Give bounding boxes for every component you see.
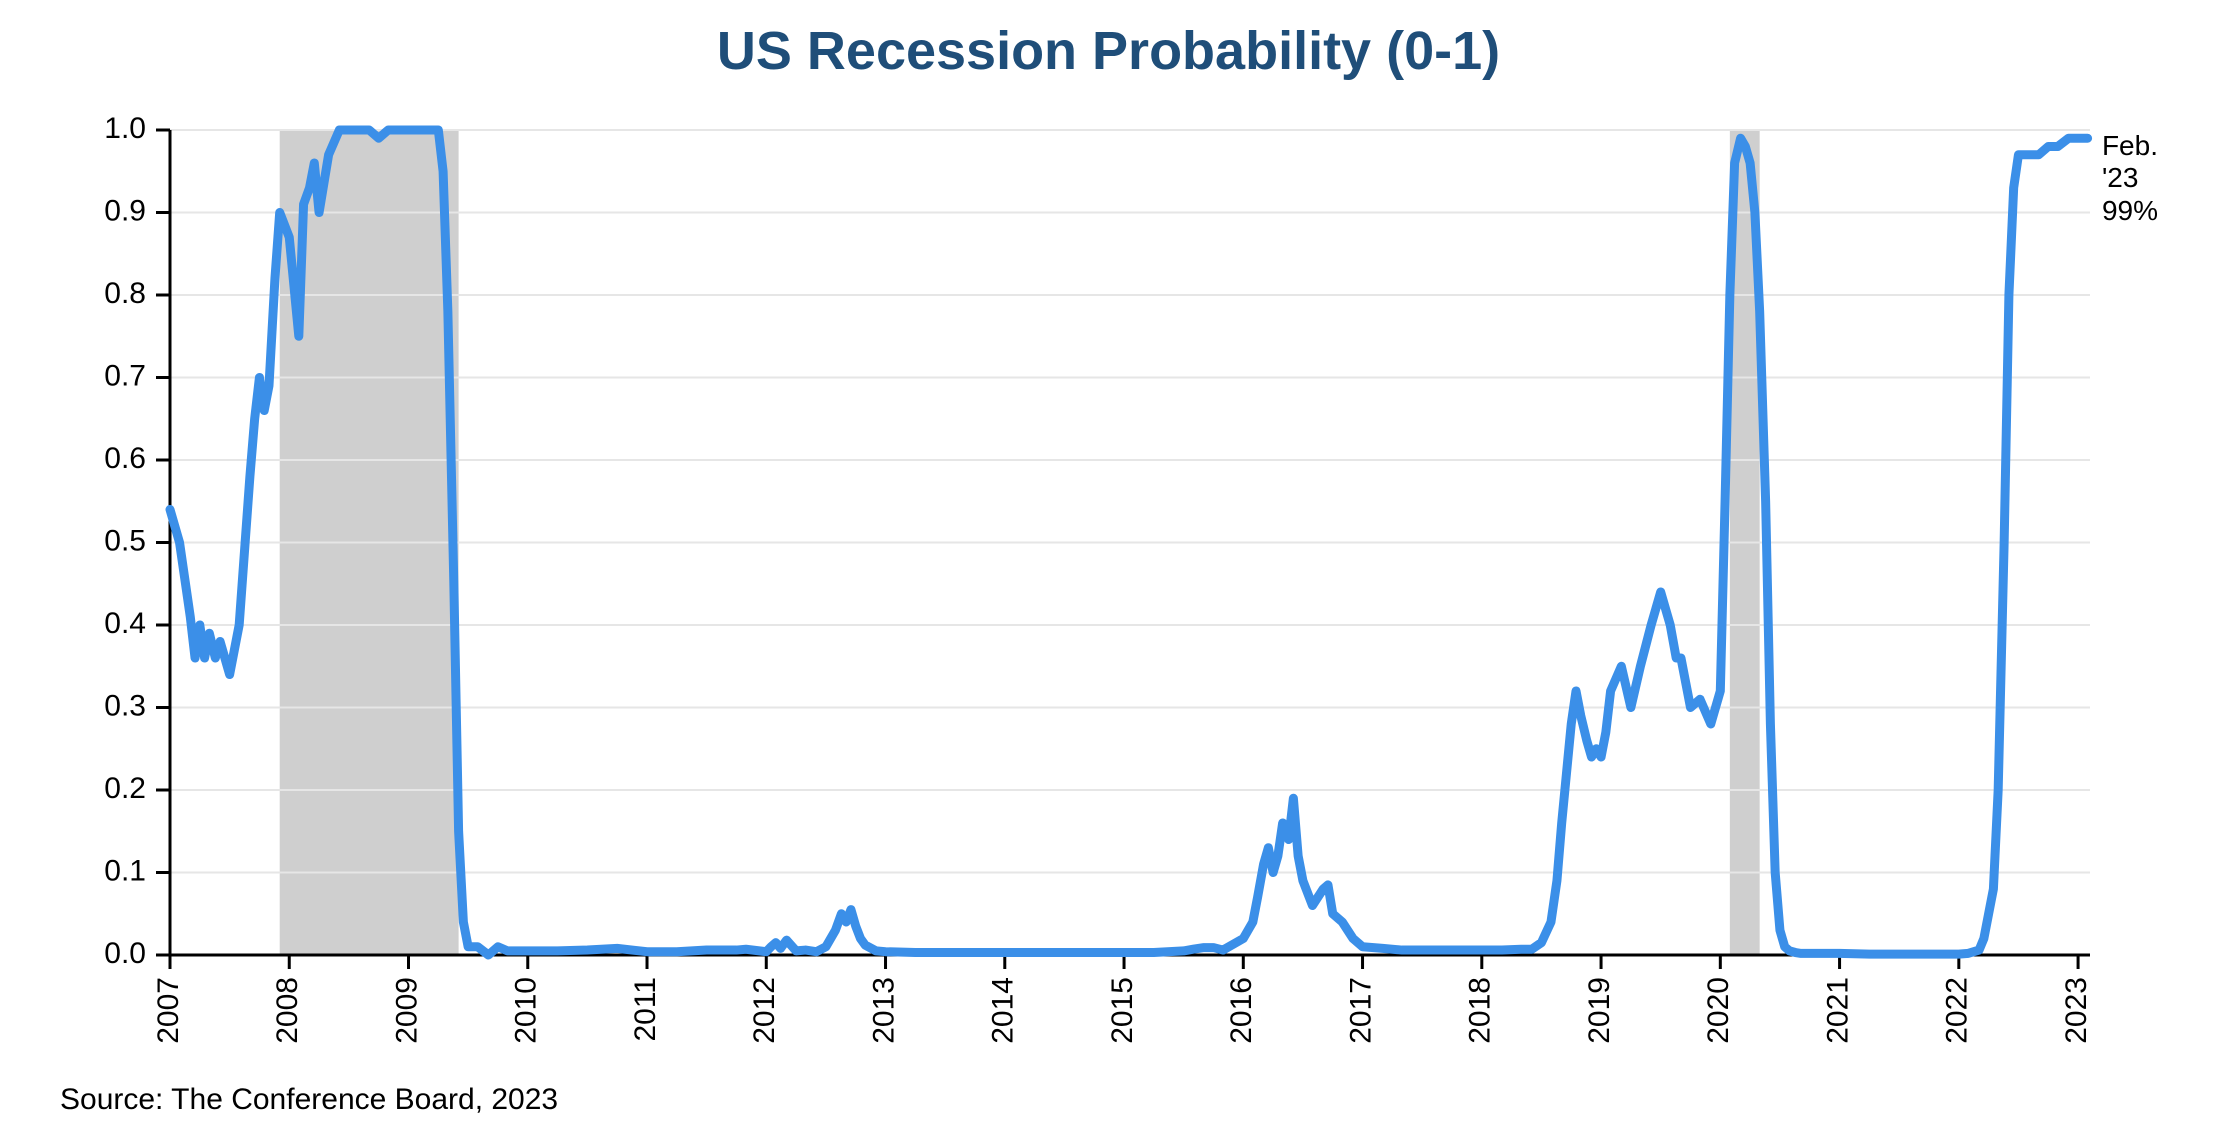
y-tick-label: 0.5 [104,524,146,557]
x-tick-label: 2014 [987,977,1020,1044]
x-tick-label: 2020 [1702,977,1735,1044]
x-tick-label: 2015 [1106,977,1139,1044]
x-tick-label: 2007 [152,977,185,1044]
y-tick-label: 0.1 [104,854,146,887]
x-tick-label: 2018 [1464,977,1497,1044]
chart-title: US Recession Probability (0-1) [0,20,2217,82]
y-tick-label: 0.8 [104,277,146,310]
x-tick-label: 2008 [271,977,304,1044]
chart-container: US Recession Probability (0-1) 0.0 0.1 0.2… [0,0,2217,1121]
x-tick-label: 2017 [1344,977,1377,1044]
y-tick-label: 0.0 [104,937,146,970]
x-tick-label: 2010 [510,977,543,1044]
x-tick-label: 2012 [748,977,781,1044]
y-tick-label: 0.3 [104,689,146,722]
y-tick-label: 0.2 [104,772,146,805]
y-tick-label: 0.6 [104,442,146,475]
y-tick-label: 1.0 [104,112,146,145]
end-annotation: Feb. '23 99% [2102,130,2158,227]
x-tick-label: 2013 [867,977,900,1044]
x-tick-label: 2021 [1821,977,1854,1044]
x-tick-label: 2016 [1225,977,1258,1044]
source-text: Source: The Conference Board, 2023 [60,1083,558,1117]
x-tick-label: 2022 [1941,977,1974,1044]
y-tick-label: 0.7 [104,359,146,392]
x-tick-label: 2011 [629,977,662,1042]
y-tick-label: 0.9 [104,194,146,227]
y-tick-label: 0.4 [104,607,146,640]
x-tick-label: 2009 [390,977,423,1044]
x-tick-label: 2019 [1583,977,1616,1044]
x-tick-label: 2023 [2060,977,2093,1044]
line-chart: 0.0 0.1 0.2 0.3 0.4 0.5 0.6 0.7 0.8 0.9 1.0 2007 200… [0,0,2217,1121]
